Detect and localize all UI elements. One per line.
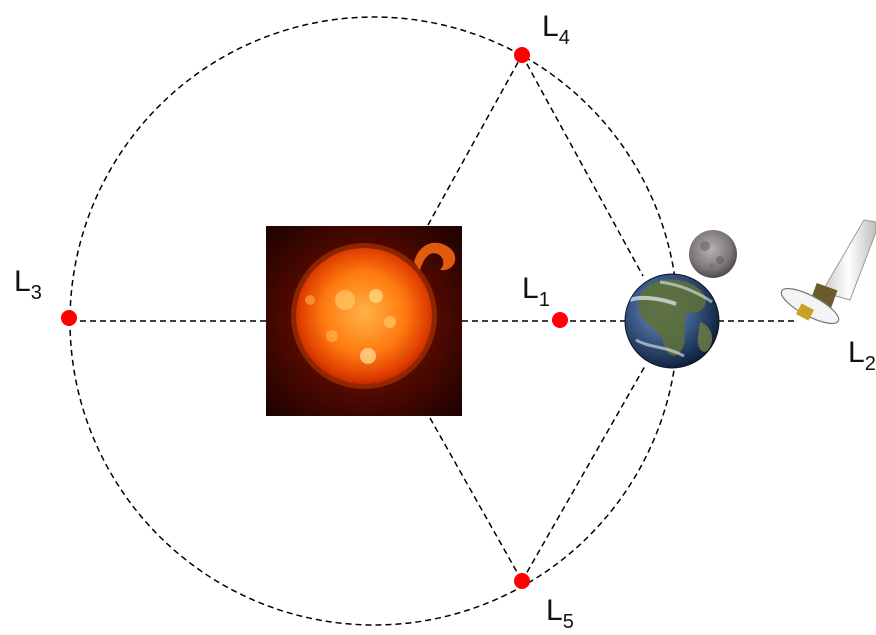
telescope-image: [780, 219, 876, 325]
line-sun-l4: [427, 54, 523, 226]
l1-label: L1: [522, 272, 550, 311]
l5-label: L5: [546, 594, 574, 633]
l4-point: [514, 47, 530, 63]
moon-image: [689, 230, 737, 278]
earth-image: [624, 273, 720, 369]
lagrange-points: [61, 47, 568, 589]
sun-disk: [296, 248, 432, 384]
l5-point: [514, 573, 530, 589]
line-l5-earth: [521, 365, 646, 582]
l2-label: L2: [848, 336, 876, 375]
l3-label: L3: [14, 265, 42, 304]
l3-point: [61, 310, 77, 326]
sun-image: [266, 226, 462, 416]
l4-label: L4: [542, 10, 570, 49]
line-sun-l5: [429, 417, 523, 582]
l1-point: [552, 312, 568, 328]
line-l4-earth: [521, 54, 644, 277]
connection-lines: [70, 54, 795, 582]
solar-prominence: [414, 242, 456, 271]
